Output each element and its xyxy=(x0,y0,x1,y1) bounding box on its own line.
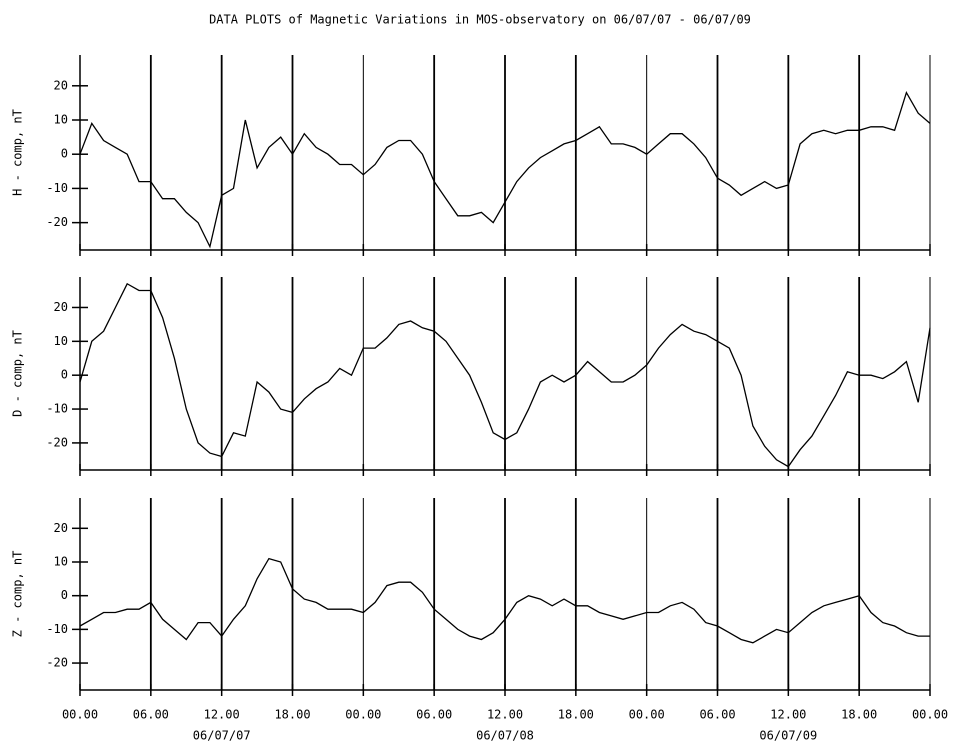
x-tick-label: 12.00 xyxy=(770,708,806,722)
date-label: 06/07/09 xyxy=(759,729,817,743)
x-tick-label: 06.00 xyxy=(416,708,452,722)
y-axis-label: Z - comp, nT xyxy=(11,551,25,638)
y-tick-label: 10 xyxy=(54,113,68,127)
y-tick-label: -20 xyxy=(46,435,68,449)
x-tick-label: 00.00 xyxy=(912,708,948,722)
y-tick-label: 0 xyxy=(61,588,68,602)
y-tick-label: 20 xyxy=(54,521,68,535)
y-tick-label: 20 xyxy=(54,78,68,92)
x-tick-label: 06.00 xyxy=(133,708,169,722)
x-tick-label: 18.00 xyxy=(274,708,310,722)
y-tick-label: 0 xyxy=(61,368,68,382)
y-tick-label: -10 xyxy=(46,181,68,195)
y-tick-label: 0 xyxy=(61,147,68,161)
y-tick-label: 20 xyxy=(54,300,68,314)
y-tick-label: -20 xyxy=(46,215,68,229)
x-tick-label: 12.00 xyxy=(487,708,523,722)
chart-title: DATA PLOTS of Magnetic Variations in MOS… xyxy=(209,13,751,27)
x-tick-label: 18.00 xyxy=(558,708,594,722)
x-tick-label: 18.00 xyxy=(841,708,877,722)
y-tick-label: -10 xyxy=(46,622,68,636)
data-line xyxy=(79,90,931,249)
date-label: 06/07/07 xyxy=(193,729,251,743)
y-axis-label: D - comp, nT xyxy=(11,330,25,417)
y-tick-label: -20 xyxy=(46,656,68,670)
y-tick-label: 10 xyxy=(54,334,68,348)
x-tick-label: 00.00 xyxy=(629,708,665,722)
y-tick-label: 10 xyxy=(54,555,68,569)
x-tick-label: 12.00 xyxy=(204,708,240,722)
x-tick-label: 00.00 xyxy=(345,708,381,722)
date-label: 06/07/08 xyxy=(476,729,534,743)
data-line xyxy=(79,282,931,468)
y-tick-label: -10 xyxy=(46,402,68,416)
y-axis-label: H - comp, nT xyxy=(11,109,25,196)
data-line xyxy=(79,557,930,644)
x-tick-label: 00.00 xyxy=(62,708,98,722)
x-tick-label: 06.00 xyxy=(699,708,735,722)
